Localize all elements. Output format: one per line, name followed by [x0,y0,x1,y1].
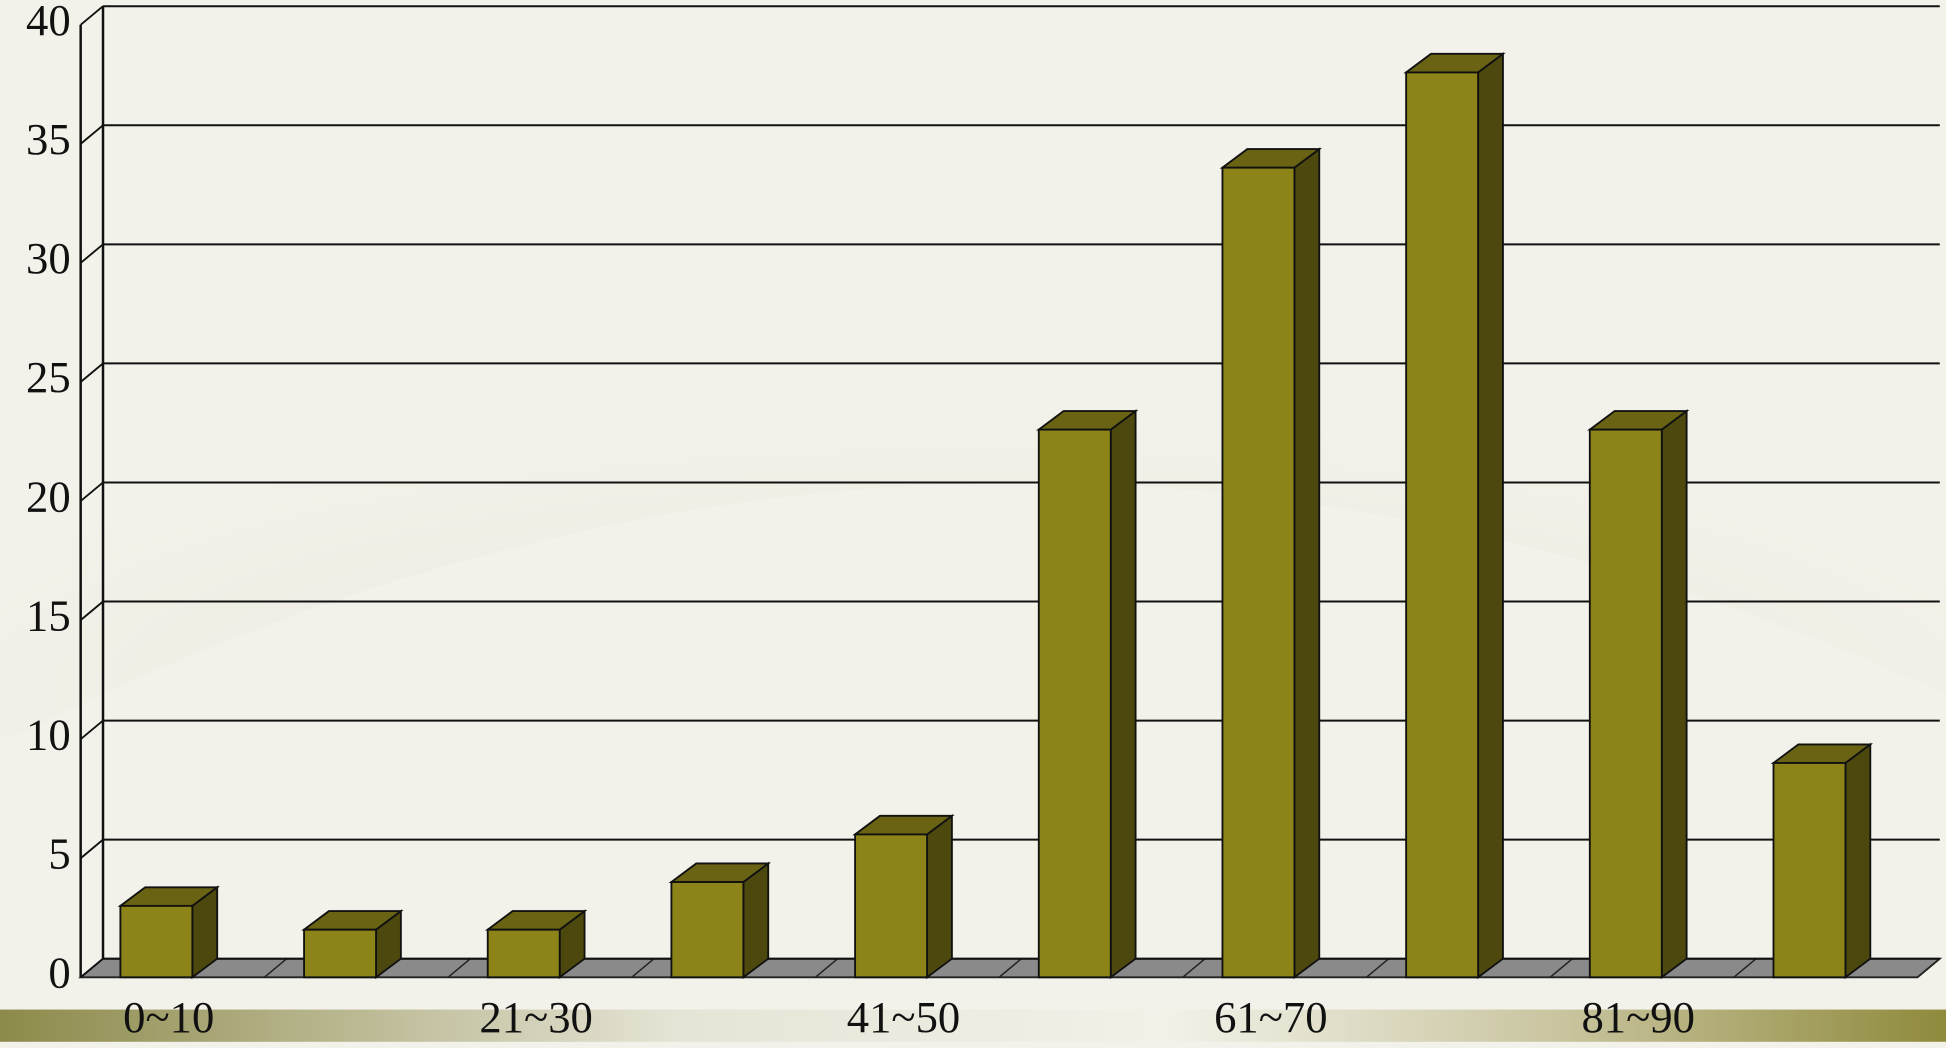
bar [1773,763,1845,977]
x-tick-label: 0~10 [123,992,214,1042]
y-tick-label: 5 [48,829,70,879]
y-tick-label: 0 [48,948,70,998]
bar-side [743,863,768,977]
bar [1222,168,1294,978]
bar [120,906,192,977]
bar-side [1111,411,1136,977]
y-tick-label: 20 [26,471,71,521]
bar [304,930,376,978]
y-tick-label: 25 [26,352,71,402]
bar [855,834,927,977]
y-tick-label: 15 [26,590,71,640]
bar-side [1294,149,1319,977]
bar [1039,430,1111,978]
x-tick-label: 81~90 [1581,992,1695,1042]
y-tick-label: 40 [26,0,71,45]
y-tick-label: 10 [26,709,71,759]
bar [488,930,560,978]
bar [1590,430,1662,978]
y-tick-label: 30 [26,233,71,283]
bar-side [1662,411,1687,977]
bar-side [1478,54,1503,977]
bar-side [927,816,952,977]
chart: 0 5 10 15 20 25 30 35 40 0~10 21~30 41~50 61~70 81~90 [0,0,1946,1048]
y-tick-label: 35 [26,114,71,164]
bar [1406,72,1478,977]
bar-side [1845,744,1870,977]
x-tick-label: 41~50 [847,992,961,1042]
bar [671,882,743,977]
x-tick-label: 21~30 [479,992,593,1042]
x-tick-label: 61~70 [1214,992,1328,1042]
